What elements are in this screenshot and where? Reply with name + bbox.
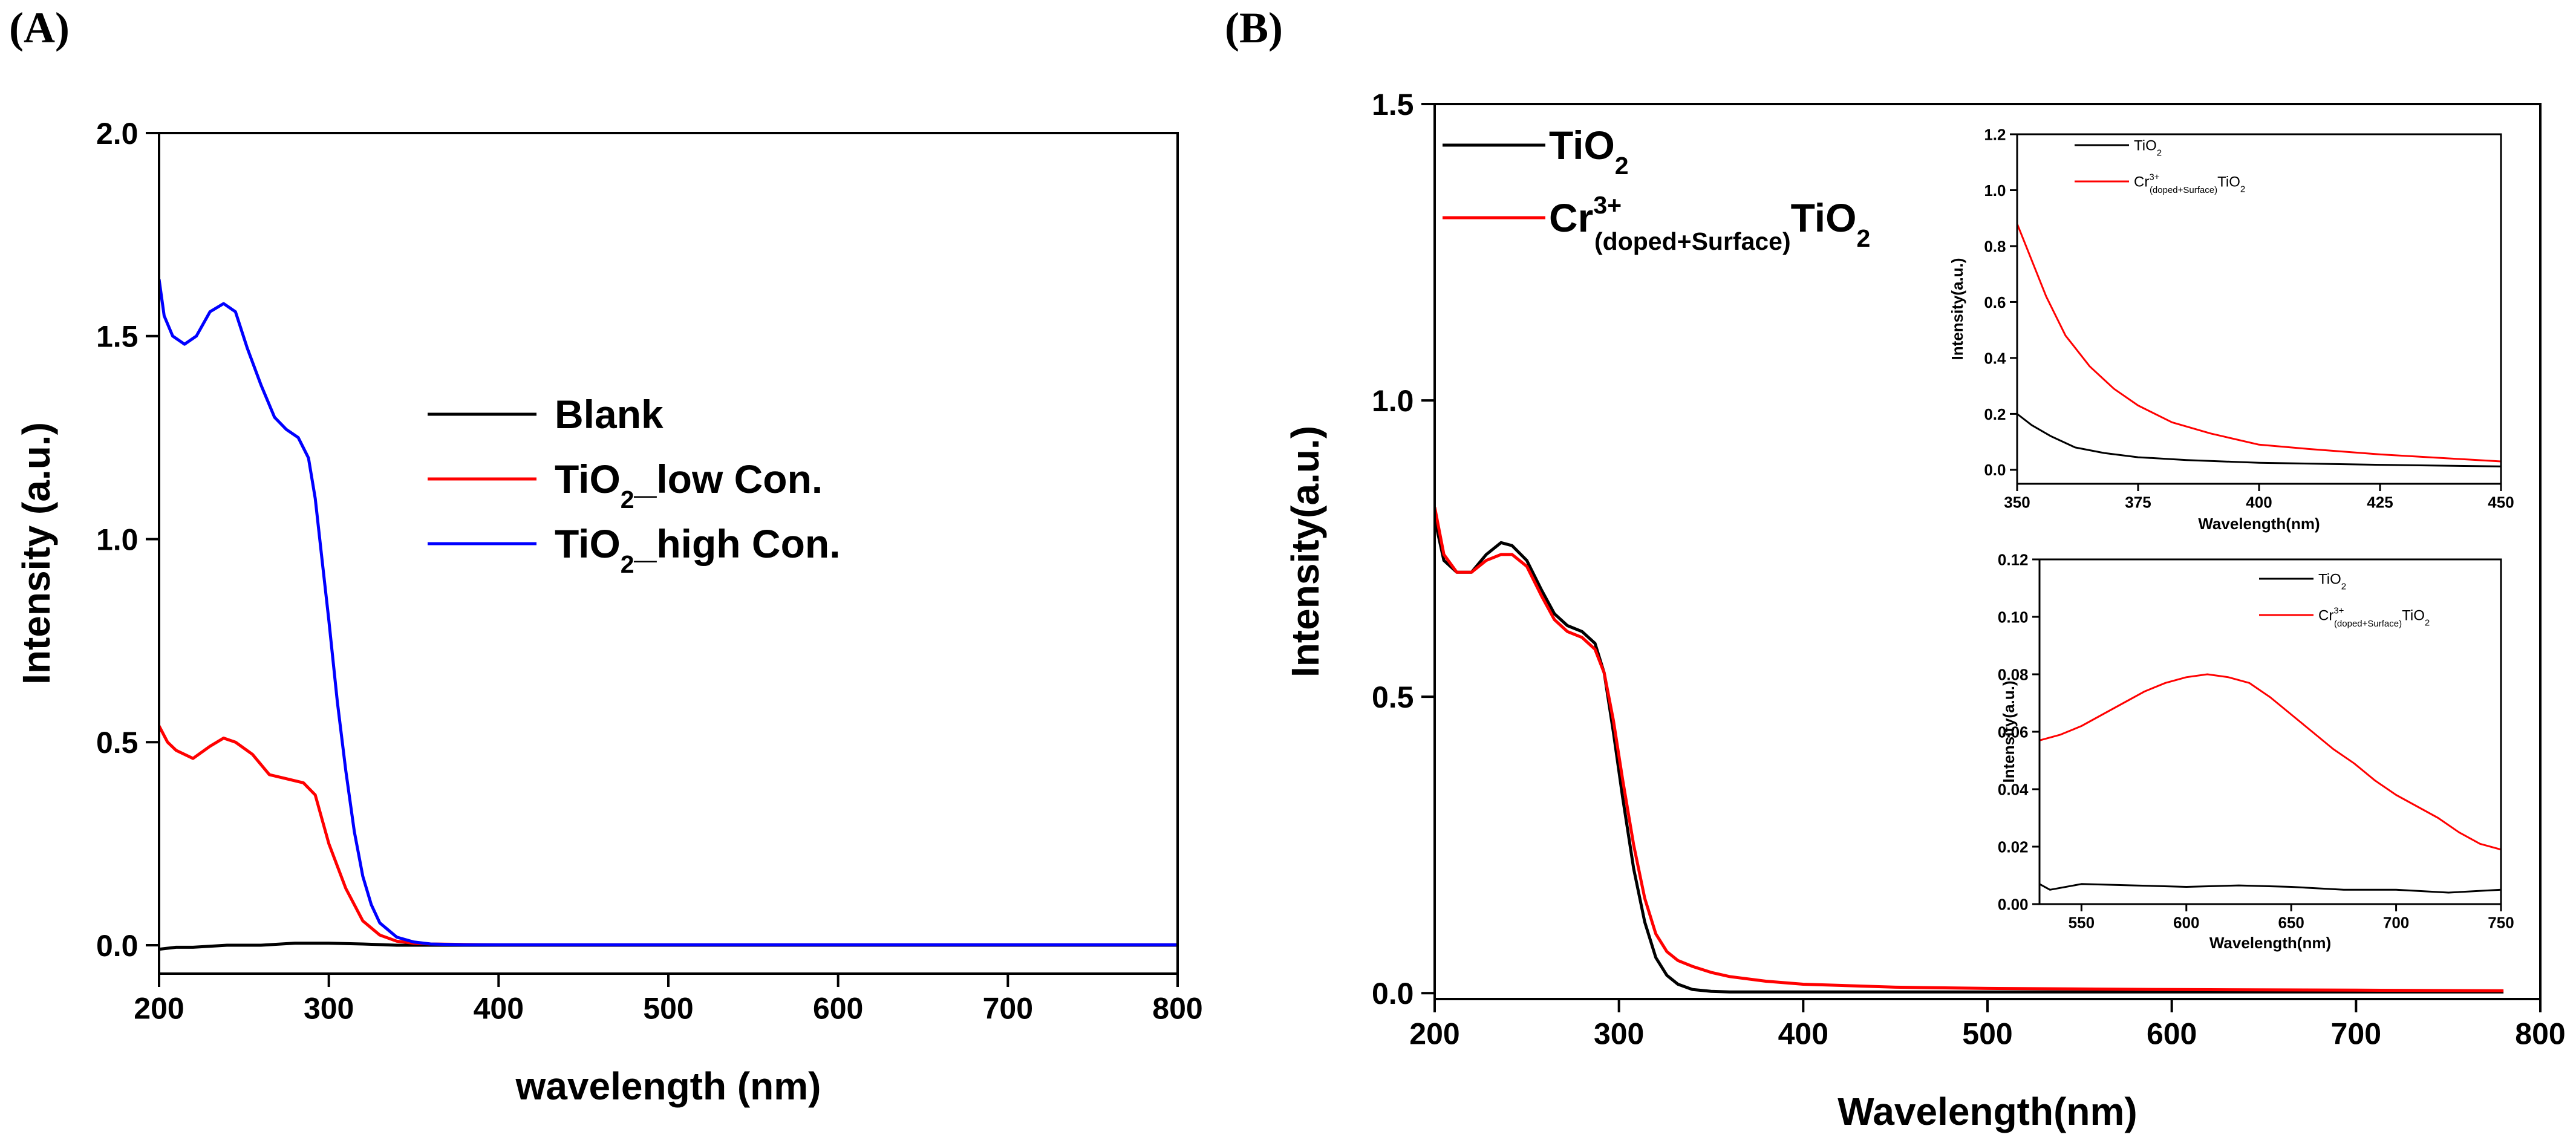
B-inset-top-xtick-label: 400 (2246, 493, 2272, 511)
B-legend-label-1: TiO2 (1549, 123, 1629, 180)
B-inset-top-ytick-label: 0.4 (1984, 349, 2006, 367)
B-legend-label-2: Cr3+ (doped+Surface)TiO2 (1549, 191, 1870, 255)
B-inset-bottom-xtick-label: 700 (2383, 913, 2409, 931)
B-inset-top-plot-area (2017, 134, 2501, 484)
B-ytick-label: 0.5 (1372, 680, 1414, 714)
B-inset-bottom-ytick-label: 0.12 (1998, 550, 2029, 568)
A-series-3-line (159, 279, 1178, 946)
B-inset-bottom-series-2-line (2040, 673, 2501, 851)
A-ytick-label: 0.5 (96, 726, 139, 760)
A-ytick-label: 0.0 (96, 929, 139, 963)
B-inset-top-series-2-line (2017, 223, 2501, 463)
B-inset-bottom-ytick-label: 0.08 (1998, 665, 2029, 683)
B-inset-top-series-1-line (2017, 413, 2501, 467)
A-legend-label-2: TiO2_low Con. (555, 457, 823, 513)
B-xtick-label: 300 (1594, 1017, 1644, 1051)
A-xtick-label: 400 (474, 992, 524, 1026)
B-xtick-label: 600 (2147, 1017, 2197, 1051)
B-inset-top-ytick-label: 1.0 (1984, 181, 2006, 200)
B-inset-bottom-legend-label-1: TiO2 (2318, 571, 2346, 591)
B-inset-bottom-plot-area (2040, 559, 2501, 904)
B-inset-bottom-series-1-line (2040, 883, 2501, 894)
B-inset-top-ytick-label: 0.2 (1984, 405, 2006, 423)
B-inset-top-ytick-label: 0.6 (1984, 293, 2006, 311)
A-x-axis-label: wavelength (nm) (515, 1064, 821, 1108)
A-xtick-label: 200 (134, 992, 184, 1026)
A-legend-label-1: Blank (555, 392, 664, 437)
B-inset-bottom-ytick-label: 0.04 (1998, 780, 2029, 798)
B-inset-bottom-ytick-label: 0.06 (1998, 723, 2029, 741)
panel-a-label: (A) (9, 4, 70, 52)
B-xtick-label: 200 (1409, 1017, 1459, 1051)
A-xtick-label: 500 (643, 992, 693, 1026)
B-inset-top-legend-label-1: TiO2 (2134, 137, 2162, 158)
chart-a: 200 300 400 500 600 700 800 0.0 0.5 1.0 1.5 2.0 wave… (15, 117, 1203, 1108)
panel-b-label: (B) (1225, 4, 1283, 52)
B-inset-top-legend-label-2: Cr3+ (doped+Surface)TiO2 (2134, 172, 2245, 196)
B-xtick-label: 800 (2515, 1017, 2565, 1051)
B-inset-top-xtick-label: 375 (2125, 493, 2151, 511)
A-y-axis-label: Intensity (a.u.) (15, 422, 58, 685)
B-inset-top-ytick-label: 0.0 (1984, 461, 2006, 479)
B-inset-bottom-ytick-label: 0.02 (1998, 838, 2029, 856)
B-xtick-label: 700 (2331, 1017, 2381, 1051)
B-series-2-line (1435, 507, 2504, 992)
B-series-1-line (1435, 518, 2504, 994)
B-inset-top-y-axis-label: Intensity(a.u.) (1948, 258, 1966, 360)
B-xtick-label: 500 (1962, 1017, 2012, 1051)
B-y-axis-label: Intensity(a.u.) (1283, 426, 1327, 677)
B-inset-top-ytick-label: 1.2 (1984, 125, 2006, 143)
inset-b-bottom: 550 600 650 700 750 0.00 0.02 0.04 0.06 0.08 0.10 0… (1998, 550, 2514, 952)
B-inset-top-xtick-label: 450 (2488, 493, 2514, 511)
A-xtick-label: 300 (304, 992, 354, 1026)
B-inset-top-ytick-label: 0.8 (1984, 237, 2006, 255)
A-ytick-label: 1.0 (96, 523, 139, 556)
B-inset-bottom-x-axis-label: Wavelength(nm) (2209, 934, 2331, 952)
B-ytick-label: 1.5 (1372, 88, 1414, 122)
A-plot-area (159, 133, 1178, 974)
B-inset-bottom-xtick-label: 600 (2173, 913, 2199, 931)
B-inset-bottom-xtick-label: 550 (2069, 913, 2095, 931)
B-ytick-label: 0.0 (1372, 977, 1414, 1011)
A-xtick-label: 600 (813, 992, 863, 1026)
A-ytick-label: 1.5 (96, 320, 139, 354)
B-inset-top-xtick-label: 425 (2367, 493, 2393, 511)
B-inset-top-x-axis-label: Wavelength(nm) (2198, 515, 2320, 533)
A-ytick-label: 2.0 (96, 117, 139, 151)
A-xtick-label: 800 (1152, 992, 1202, 1026)
B-inset-bottom-y-axis-label: Intensity(a.u.) (2000, 680, 2018, 783)
A-xtick-label: 700 (983, 992, 1033, 1026)
B-inset-bottom-ytick-label: 0.00 (1998, 895, 2029, 913)
B-inset-bottom-xtick-label: 750 (2488, 913, 2514, 931)
B-xtick-label: 400 (1778, 1017, 1828, 1051)
B-inset-bottom-legend-label-2: Cr3+ (doped+Surface)TiO2 (2318, 606, 2430, 630)
B-inset-bottom-ytick-label: 0.10 (1998, 608, 2029, 626)
A-legend-label-3: TiO2_high Con. (555, 521, 841, 578)
B-inset-bottom-xtick-label: 650 (2278, 913, 2304, 931)
B-ytick-label: 1.0 (1372, 384, 1414, 418)
inset-b-top: 350 375 400 425 450 0.0 0.2 0.4 0.6 0.8 1.0 1.2 Wave… (1948, 125, 2514, 533)
B-x-axis-label: Wavelength(nm) (1837, 1090, 2137, 1133)
B-inset-top-xtick-label: 350 (2004, 493, 2030, 511)
